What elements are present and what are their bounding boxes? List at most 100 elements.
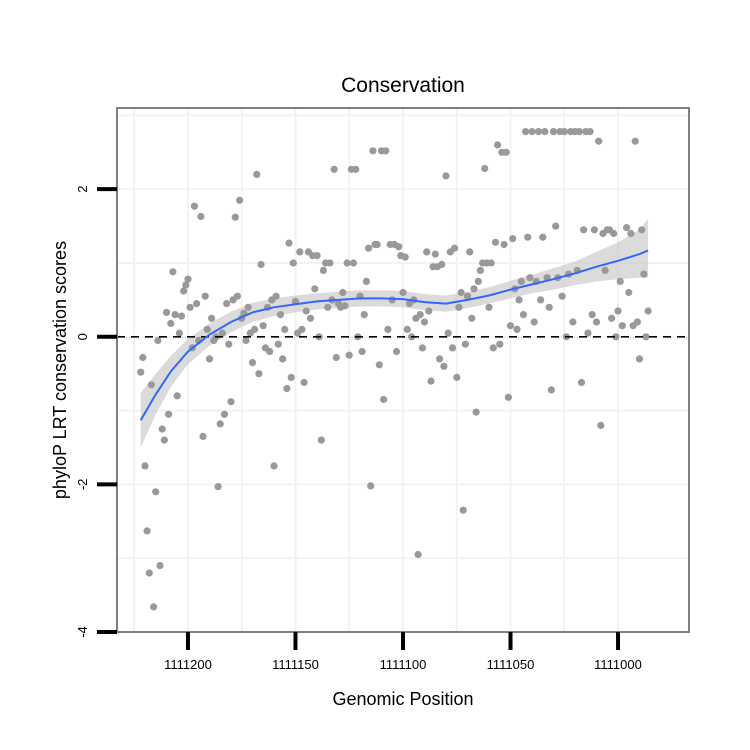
data-point — [186, 303, 194, 311]
y-tick-label: 0 — [75, 333, 90, 340]
data-point — [341, 302, 349, 310]
data-point — [524, 233, 532, 241]
y-tick-label: -2 — [75, 479, 90, 491]
data-point — [345, 351, 353, 359]
data-point — [526, 274, 534, 282]
data-point — [199, 432, 207, 440]
data-point — [251, 325, 259, 333]
data-point — [313, 252, 321, 260]
data-point — [193, 300, 201, 308]
data-point — [500, 240, 508, 249]
data-point — [339, 288, 347, 297]
data-point — [382, 147, 390, 155]
x-tick-label: 1111000 — [594, 657, 642, 672]
data-point — [506, 322, 515, 330]
data-point — [427, 377, 435, 385]
data-point — [416, 311, 424, 319]
data-point — [173, 392, 181, 400]
data-point — [369, 147, 377, 155]
data-point — [276, 311, 284, 319]
data-point — [530, 318, 538, 326]
data-point — [569, 318, 577, 326]
data-point — [519, 311, 528, 319]
data-point — [414, 550, 422, 559]
data-point — [197, 212, 205, 221]
data-point — [491, 238, 500, 246]
data-point — [242, 336, 250, 345]
data-point — [631, 137, 639, 145]
y-axis-label: phyloP LRT conservation scores — [50, 241, 70, 499]
data-point — [175, 329, 183, 337]
data-point — [216, 420, 224, 428]
data-point — [453, 373, 461, 381]
data-point — [395, 243, 403, 251]
data-point — [380, 395, 388, 404]
data-point — [227, 398, 235, 406]
data-point — [457, 288, 465, 297]
data-point — [618, 322, 626, 330]
data-point — [614, 307, 622, 315]
data-point — [552, 222, 560, 230]
data-point — [375, 361, 383, 369]
data-point — [352, 165, 360, 173]
data-point — [182, 281, 190, 289]
data-point — [487, 259, 495, 267]
data-point — [517, 277, 525, 285]
data-point — [349, 259, 358, 267]
data-point — [236, 196, 244, 204]
data-point — [468, 314, 476, 322]
data-point — [401, 253, 409, 261]
data-point — [504, 393, 512, 401]
data-point — [143, 527, 151, 535]
data-point — [627, 229, 635, 238]
data-point — [223, 300, 231, 308]
data-point — [287, 373, 295, 381]
data-point — [539, 233, 547, 241]
data-point — [476, 266, 484, 274]
data-point — [253, 170, 261, 178]
data-point — [165, 410, 173, 418]
data-point — [214, 483, 222, 491]
data-point — [494, 141, 502, 149]
data-point — [362, 277, 370, 285]
data-point — [171, 311, 179, 319]
data-point — [154, 336, 162, 345]
data-point — [420, 318, 429, 326]
smooth-line — [139, 249, 649, 421]
data-point — [547, 386, 556, 394]
data-point — [423, 248, 431, 256]
data-point — [311, 285, 319, 293]
data-point — [588, 311, 596, 319]
data-point — [343, 259, 351, 267]
data-point — [623, 224, 631, 232]
data-point — [300, 378, 308, 387]
data-point — [560, 128, 568, 136]
data-point — [545, 303, 553, 311]
data-point — [167, 319, 175, 328]
data-point — [137, 368, 145, 376]
data-point — [319, 266, 327, 274]
y-tick-label: 2 — [75, 186, 90, 193]
data-point — [208, 314, 216, 322]
x-tick-label: 1111200 — [164, 657, 212, 672]
data-point — [285, 239, 293, 247]
data-point — [489, 344, 497, 352]
data-point — [332, 353, 340, 362]
x-axis-label: Genomic Position — [332, 689, 473, 709]
data-point — [608, 314, 616, 322]
data-point — [272, 292, 280, 300]
data-point — [233, 292, 241, 300]
data-point — [141, 462, 149, 470]
data-point — [360, 311, 368, 319]
data-point — [150, 603, 158, 611]
data-point — [399, 288, 407, 297]
x-tick-label: 1111050 — [487, 657, 535, 672]
data-point — [537, 296, 545, 304]
data-point — [306, 314, 315, 322]
data-point — [644, 307, 652, 315]
data-point — [365, 244, 373, 252]
data-point — [522, 128, 530, 136]
data-point — [438, 260, 446, 269]
scatter-points — [137, 128, 652, 611]
data-point — [180, 287, 188, 295]
